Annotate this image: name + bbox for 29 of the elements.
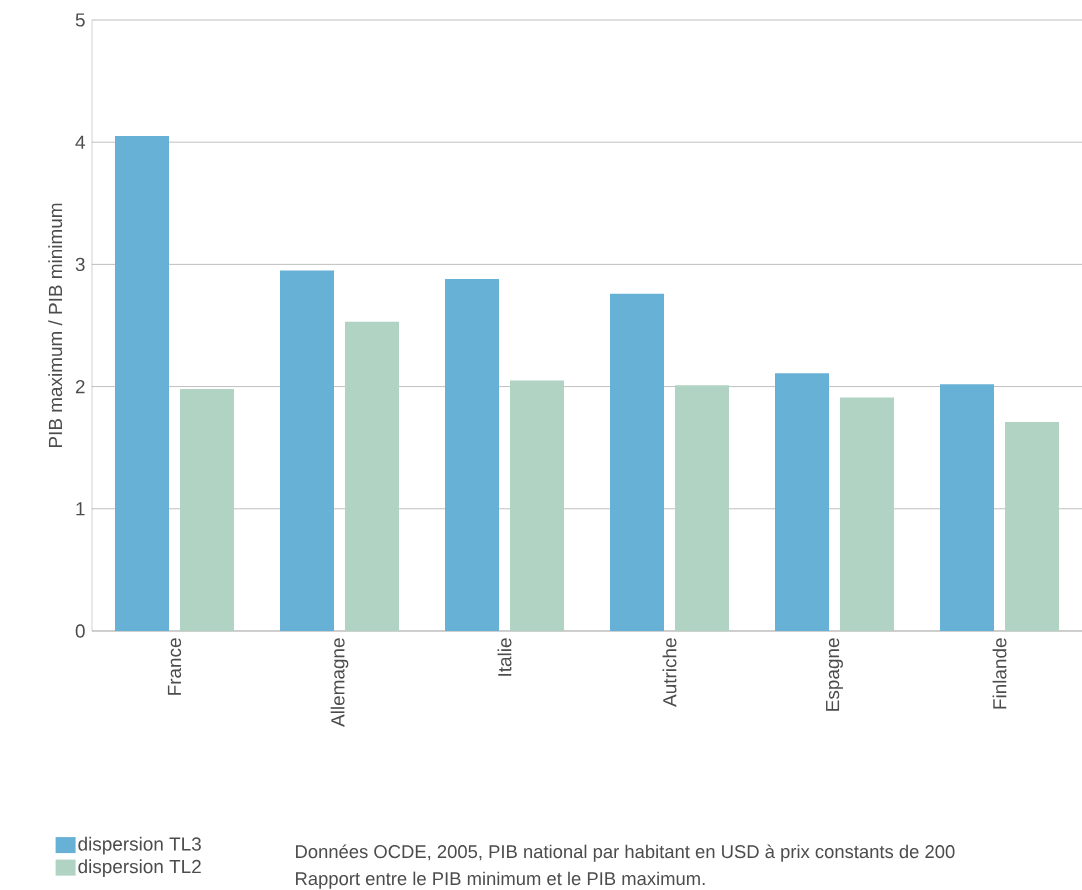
legend-label: dispersion TL2 — [78, 859, 201, 877]
x-tick-label: Autriche — [662, 638, 677, 707]
bar — [280, 270, 335, 631]
bar — [1005, 422, 1060, 631]
y-tick-label: 5 — [75, 13, 85, 27]
y-tick-label: 4 — [75, 135, 85, 149]
x-tick-label: Allemagne — [330, 638, 349, 727]
y-tick-label: 2 — [75, 379, 85, 394]
bar — [445, 279, 500, 631]
y-axis-title: PIB maximum / PIB minimum — [48, 203, 63, 447]
bar — [675, 385, 730, 631]
y-tick-label: 1 — [76, 502, 85, 516]
bar — [180, 389, 235, 631]
x-tick-label: France — [167, 638, 182, 695]
text: Données OCDE, 2005, PIB national par habitant en USD à prix constants de 200 — [296, 844, 955, 862]
bar — [510, 380, 565, 631]
bar — [115, 136, 170, 631]
bar — [775, 373, 830, 631]
bar — [940, 384, 995, 631]
bar — [840, 397, 895, 631]
x-tick-label: Espagne — [826, 638, 843, 711]
text: Rapport entre le PIB minimum et le PIB maximum. — [296, 871, 705, 889]
y-tick-label: 0 — [75, 624, 85, 638]
legend-label: dispersion TL3 — [78, 836, 201, 855]
y-tick-label: 3 — [75, 257, 85, 272]
bar — [610, 293, 665, 631]
bar — [345, 321, 400, 631]
x-tick-label: Finlande — [992, 638, 1007, 709]
x-tick-label: Italie — [497, 638, 512, 676]
